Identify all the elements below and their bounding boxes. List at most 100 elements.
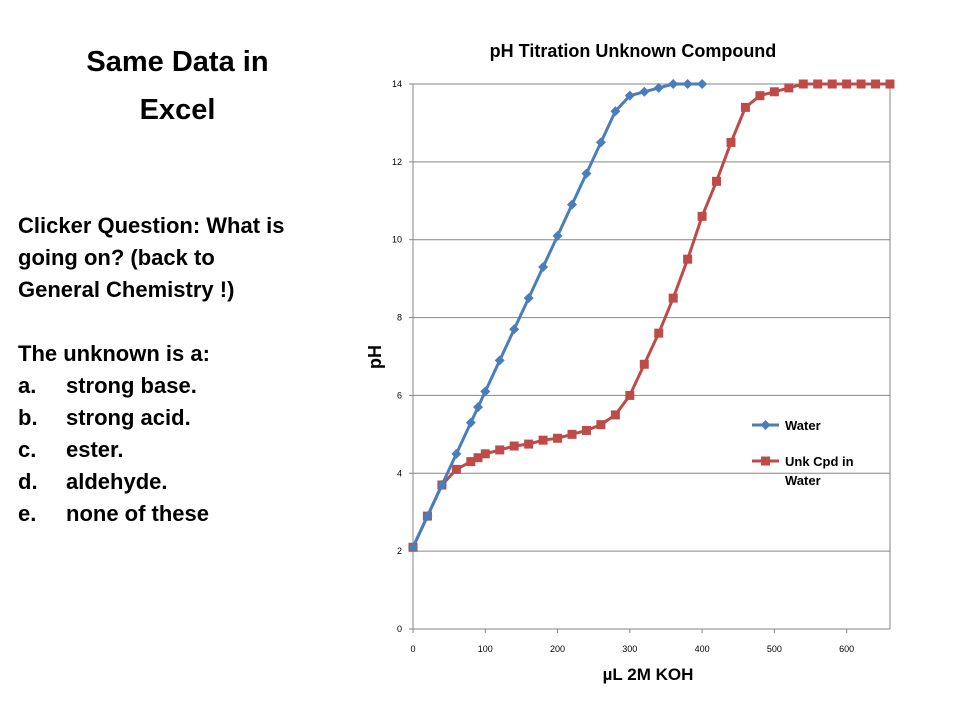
answer-option-b: b. strong acid. — [18, 402, 363, 434]
data-point — [827, 79, 837, 89]
data-point — [610, 410, 620, 420]
data-point — [885, 79, 895, 89]
x-tick-label: 0 — [410, 644, 415, 654]
data-point — [509, 324, 520, 335]
data-point — [712, 176, 722, 186]
x-tick-label: 300 — [622, 644, 637, 654]
y-tick-label: 10 — [392, 235, 402, 245]
y-tick-label: 0 — [397, 624, 402, 634]
option-text: strong base. — [66, 373, 197, 398]
legend-swatch-marker — [761, 456, 770, 466]
data-series — [408, 79, 895, 553]
data-point — [436, 479, 447, 490]
data-point — [567, 199, 577, 210]
y-tick-label: 14 — [392, 79, 402, 89]
x-tick-labels: 0 100 200 300 400 500 600 — [410, 644, 854, 654]
y-tick-label: 6 — [397, 390, 402, 400]
data-point — [552, 230, 563, 241]
data-point — [769, 87, 779, 97]
y-tick-label: 4 — [397, 468, 402, 478]
data-point — [726, 137, 736, 147]
x-tick-label: 400 — [695, 644, 710, 654]
legend-swatch-marker — [760, 420, 771, 430]
y-tick-label: 12 — [392, 157, 402, 167]
data-point — [524, 439, 534, 449]
question-line-2: going on? (back to — [18, 245, 215, 270]
data-point — [408, 542, 418, 553]
option-text: none of these — [66, 501, 210, 526]
data-point — [683, 254, 693, 264]
data-point — [842, 79, 852, 89]
data-point — [871, 79, 881, 89]
data-point — [473, 402, 484, 413]
data-point — [784, 83, 794, 93]
data-point — [813, 79, 823, 89]
option-text: strong acid. — [66, 405, 191, 430]
x-tick-label: 500 — [767, 644, 782, 654]
data-point — [538, 261, 549, 272]
data-point — [625, 390, 635, 400]
option-text: aldehyde. — [66, 469, 168, 494]
legend-label: Unk Cpd in — [785, 454, 854, 469]
data-point — [697, 79, 708, 89]
data-point — [639, 359, 649, 369]
data-point — [595, 137, 606, 148]
data-point — [697, 211, 707, 221]
question-prompt: The unknown is a: — [18, 341, 210, 366]
option-text: ester. — [66, 437, 124, 462]
option-letter: e. — [18, 501, 37, 526]
data-point — [653, 82, 664, 93]
data-point — [755, 91, 765, 101]
data-point — [495, 445, 505, 455]
data-point — [465, 417, 476, 428]
y-axis-label: pH — [365, 345, 385, 369]
answer-options: a. strong base. b. strong acid. c. ester. d… — [18, 370, 363, 530]
data-point — [494, 355, 505, 366]
x-tick-label: 600 — [839, 644, 854, 654]
data-point — [624, 90, 635, 101]
data-point — [553, 433, 563, 443]
series-line — [411, 82, 703, 548]
data-point — [567, 429, 577, 439]
data-point — [451, 448, 462, 459]
legend-label: Water — [785, 418, 821, 433]
data-point — [509, 441, 519, 451]
slide-title: Same Data in Excel — [40, 38, 315, 134]
data-point — [466, 457, 476, 467]
data-point — [740, 102, 750, 112]
data-point — [581, 425, 591, 435]
data-point — [451, 464, 461, 474]
option-letter: a. — [18, 373, 37, 398]
answer-option-d: d. aldehyde. — [18, 466, 363, 498]
series-unk-cpd-in-water — [408, 79, 895, 552]
answer-option-e: e. none of these — [18, 498, 363, 530]
data-point — [856, 79, 866, 89]
data-point — [538, 435, 548, 445]
y-tick-label: 2 — [397, 546, 402, 556]
x-tick-label: 100 — [478, 644, 493, 654]
y-tick-labels: 0 2 4 6 8 10 12 14 — [392, 79, 402, 634]
x-tick-label: 200 — [550, 644, 565, 654]
option-letter: b. — [18, 405, 38, 430]
data-point — [668, 79, 679, 89]
data-point — [639, 86, 650, 97]
answer-option-a: a. strong base. — [18, 370, 363, 402]
data-point — [668, 293, 678, 303]
data-point — [596, 420, 606, 430]
legend: Water Unk Cpd in Water — [752, 418, 854, 488]
data-point — [422, 511, 433, 522]
data-point — [523, 293, 534, 304]
data-point — [480, 449, 490, 459]
answer-option-c: c. ester. — [18, 434, 363, 466]
data-point — [473, 453, 483, 463]
axes — [409, 83, 891, 633]
clicker-question: Clicker Question: What is going on? (bac… — [18, 210, 363, 530]
slide-title-line-2: Excel — [139, 94, 216, 126]
y-tick-label: 8 — [397, 313, 402, 323]
data-point — [682, 79, 693, 89]
series-water — [408, 79, 708, 553]
data-point — [581, 168, 592, 179]
x-axis-label: µL 2M KOH — [603, 665, 694, 684]
legend-label: Water — [785, 473, 821, 488]
